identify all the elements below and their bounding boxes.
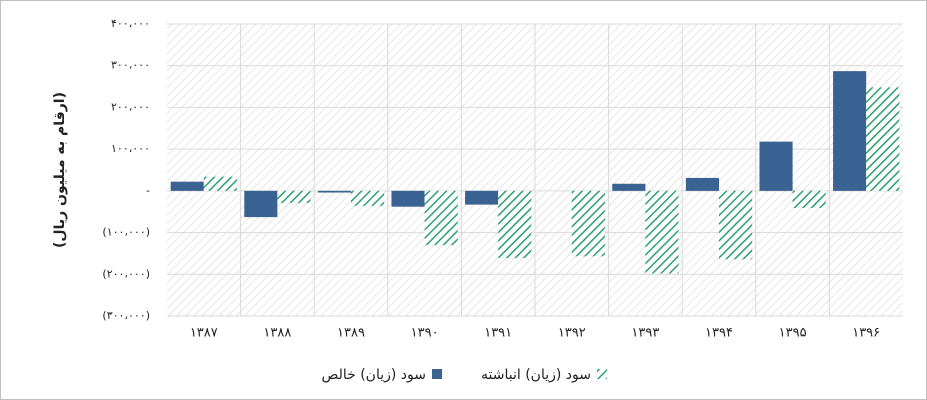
x-tick-label: ۱۳۹۶ [852,326,880,341]
x-tick-label: ۱۳۹۴ [705,326,733,341]
bar [645,190,679,274]
legend-label: سود (زیان) انباشته [481,367,591,383]
bar [465,190,499,205]
x-tick-label: ۱۳۹۰ [411,326,439,341]
bar [612,183,646,191]
x-tick-label: ۱۳۹۳ [631,326,659,341]
bar [203,176,237,191]
x-tick-label: ۱۳۹۲ [558,326,586,341]
legend-swatch [432,369,442,379]
x-tick-label: ۱۳۸۹ [337,326,365,341]
bar [277,190,311,203]
y-tick-label: (۳۰۰،۰۰۰) [102,309,150,322]
bar [571,190,605,257]
bar [391,190,425,207]
bar [759,141,793,191]
bar [792,190,826,208]
bar [498,190,532,259]
bar [866,87,900,191]
bar [685,177,719,191]
bar [833,71,867,191]
y-tick-label: ۱۰۰،۰۰۰ [111,142,150,155]
y-tick-label: (۲۰۰،۰۰۰) [102,267,150,280]
bar [244,190,278,218]
bar [719,190,753,260]
bar [317,190,351,193]
x-tick-label: ۱۳۸۷ [190,326,218,341]
y-axis-title: (ارقام به میلیون ریال) [52,92,68,248]
y-tick-label: - [146,184,150,197]
y-tick-label: ۴۰۰،۰۰۰ [111,17,150,30]
bar [170,181,204,191]
legend-swatch [597,369,607,379]
bar [424,190,458,246]
legend-label: سود (زیان) خالص [321,367,426,383]
y-tick-label: ۲۰۰،۰۰۰ [111,100,150,113]
bar [351,190,385,206]
y-tick-label: ۳۰۰،۰۰۰ [111,59,150,72]
y-tick-label: (۱۰۰،۰۰۰) [102,226,150,239]
x-tick-label: ۱۳۹۱ [484,326,512,341]
x-tick-label: ۱۳۹۵ [779,326,807,341]
x-tick-label: ۱۳۸۸ [263,326,291,341]
